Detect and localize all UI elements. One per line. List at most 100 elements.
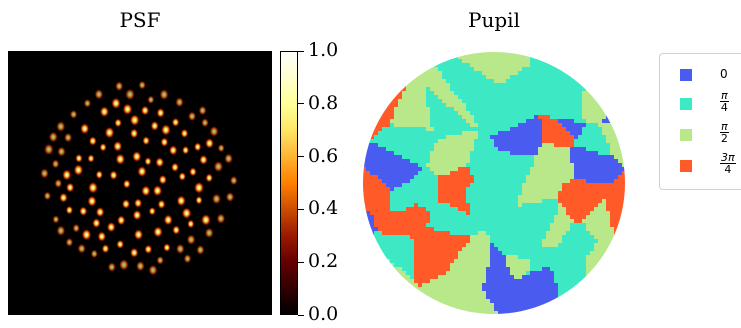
psf-speckle [63,132,73,143]
pupil-phase-cell [438,175,474,180]
pupil-phase-cell [363,147,386,152]
pupil-phase-cell [470,239,490,244]
psf-speckle [152,184,163,197]
pupil-phase-cell [554,279,586,284]
pupil-phase-cell [426,99,442,104]
pupil-phase-cell [486,271,510,276]
pupil-phase-cell [606,139,625,144]
pupil-phase-cell [474,175,526,180]
pupil-phase-cell [550,223,570,228]
pupil-phase-cell [454,259,490,264]
psf-speckle [65,237,74,247]
psf-speckle [129,114,140,127]
pupil-phase-cell [430,279,486,284]
pupil-phase-cell [582,91,614,96]
psf-speckle [153,226,163,238]
colorbar-tick-label: 0.6 [308,144,339,167]
pupil-phase-cell [363,287,482,292]
pupil-phase-cell [466,119,474,124]
psf-speckle [135,260,145,272]
pupil-phase-cell [458,111,470,116]
psf-speckle [211,193,222,205]
pupil-phase-cell [490,247,498,252]
pupil-phase-cell [450,263,490,268]
psf-speckle [79,122,90,135]
pupil-phase-cell [586,147,610,152]
pupil-phase-cell [486,279,554,284]
psf-speckle [148,264,158,276]
pupil-phase-cell [390,259,414,264]
psf-speckle [159,88,169,101]
pupil-phase-cell [582,103,610,108]
psf-speckle [95,170,104,180]
pupil-phase-cell [414,259,454,264]
psf-speckle [59,192,68,203]
psf-speckle [87,154,95,163]
pupil-phase-cell [470,207,558,212]
pupil-phase-cell [442,75,486,80]
pupil-phase-cell [363,187,390,192]
pupil-phase-cell [446,79,494,84]
pupil-phase-cell [363,255,382,260]
pupil-phase-cell [430,159,470,164]
pupil-phase-cell [562,123,586,128]
pupil-phase-cell [526,271,530,276]
pupil-phase-cell [430,155,470,160]
pupil-phase-cell [542,239,562,244]
pupil-phase-cell [363,151,394,156]
pupil-phase-cell [558,119,574,124]
pupil-phase-cell [614,179,625,184]
pupil-phase-cell [474,147,498,152]
pupil-phase-cell [363,291,486,296]
pupil-phase-cell [550,227,570,232]
pupil-phase-cell [363,163,418,168]
psf-speckle [133,228,144,241]
pupil-phase-cell [498,311,570,314]
psf-speckle [57,146,66,157]
psf-speckle [129,128,139,139]
pupil-phase-cell [606,199,625,204]
pupil-phase-cell [426,87,430,92]
psf-speckle [79,206,88,217]
pupil-phase-cell [426,223,550,228]
pupil-phase-cell [370,211,430,216]
pupil-phase-cell [578,135,606,140]
psf-speckle [122,103,133,116]
psf-speckle [229,175,238,186]
psf-speckle [172,225,181,235]
pupil-phase-cell [574,119,586,124]
pupil-phase-cell [406,79,446,84]
pupil-phase-cell [402,91,426,96]
psf-speckle [88,136,97,146]
psf-speckle [200,213,211,226]
pupil-phase-cell [486,295,558,300]
pupil-phase-cell [490,251,502,256]
psf-speckle [113,140,123,152]
pupil-phase-cell [438,95,458,100]
pupil-phase-cell [466,107,582,112]
psf-speckle [99,142,107,152]
pupil-phase-cell [410,71,442,76]
pupil-phase-cell [446,135,478,140]
pupil-phase-cell [363,103,398,108]
pupil-phase-cell [570,223,586,228]
pupil-phase-cell [450,171,470,176]
pupil-phase-cell [363,263,394,268]
pupil-phase-cell [470,211,558,216]
pupil-phase-regions [363,52,625,314]
pupil-phase-cell [426,95,438,100]
legend-3-num: 3π [720,151,736,164]
psf-speckle [65,182,75,193]
pupil-phase-cell [586,279,625,284]
pupil-phase-cell [558,243,594,248]
pupil-phase-cell [394,115,430,120]
pupil-phase-cell [390,67,402,72]
pupil-phase-cell [486,75,510,80]
pupil-phase-cell [426,207,458,212]
pupil-phase-cell [614,95,625,100]
psf-speckle [196,244,205,256]
pupil-phase-cell [530,55,625,60]
pupil-phase-cell [470,63,530,68]
pupil-phase-cell [418,55,430,60]
pupil-phase-cell [363,307,494,312]
